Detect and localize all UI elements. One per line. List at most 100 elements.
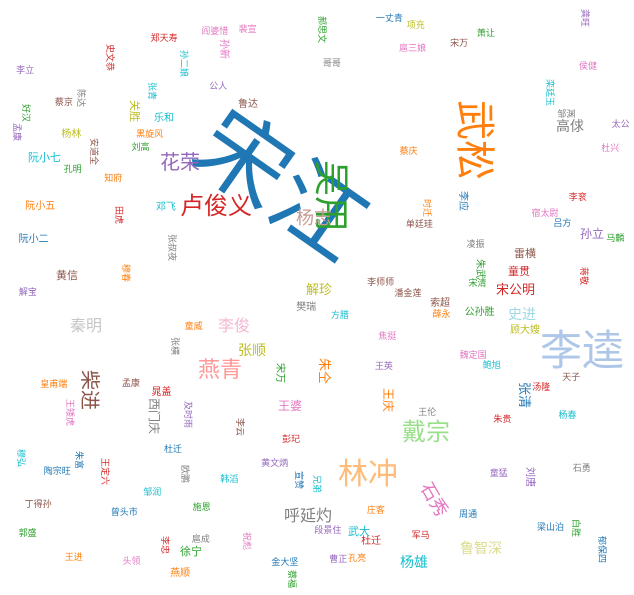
cloud-word: 朱仝 xyxy=(316,358,331,385)
cloud-word: 韩滔 xyxy=(220,475,239,486)
cloud-word: 军马 xyxy=(411,530,430,541)
cloud-word: 孙二娘 xyxy=(178,49,189,77)
cloud-word: 黄文炳 xyxy=(261,458,289,469)
cloud-word: 乐和 xyxy=(153,113,174,125)
cloud-word: 穆春 xyxy=(120,263,131,282)
cloud-word: 项充 xyxy=(406,20,425,31)
cloud-word: 宿太尉 xyxy=(531,209,559,220)
cloud-word: 宋清 xyxy=(468,278,487,289)
cloud-word: 时迁 xyxy=(421,198,432,217)
cloud-word: 杨雄 xyxy=(400,555,428,571)
cloud-word: 石秀 xyxy=(415,479,452,521)
cloud-word: 郭盛 xyxy=(18,528,37,539)
cloud-word: 王矮虎 xyxy=(64,398,75,426)
cloud-word: 李云 xyxy=(234,417,245,436)
cloud-word: 李衮 xyxy=(568,192,587,203)
cloud-word: 扈三娘 xyxy=(399,44,427,55)
cloud-word: 凌振 xyxy=(466,239,485,250)
cloud-word: 李忠 xyxy=(158,536,169,555)
cloud-word: 潘金莲 xyxy=(394,289,422,300)
cloud-word: 李俊 xyxy=(218,316,251,335)
cloud-word: 黑旋风 xyxy=(136,129,164,140)
cloud-word: 宋公明 xyxy=(496,283,536,298)
cloud-word: 及时雨 xyxy=(182,400,193,428)
cloud-word: 杜迁 xyxy=(361,536,382,548)
cloud-word: 燕顺 xyxy=(170,567,191,579)
cloud-word: 阮小五 xyxy=(25,200,56,212)
cloud-word: 曹正 xyxy=(329,554,348,565)
cloud-word: 童贯 xyxy=(508,265,530,278)
cloud-word: 李立 xyxy=(16,66,35,77)
cloud-word: 宋万 xyxy=(274,362,286,383)
cloud-word: 孙立 xyxy=(580,227,605,241)
cloud-word: 蔡庆 xyxy=(399,147,418,158)
cloud-word: 李逵 xyxy=(540,326,625,375)
cloud-word: 龚旺 xyxy=(579,9,590,28)
cloud-word: 欧鹏 xyxy=(178,465,189,484)
cloud-word: 武大 xyxy=(348,525,370,538)
cloud-word: 卢俊义 xyxy=(180,192,252,220)
cloud-word: 丁得孙 xyxy=(24,499,52,510)
cloud-word: 张清 xyxy=(516,382,531,409)
cloud-word: 蔡京 xyxy=(54,97,73,108)
cloud-word: 一丈青 xyxy=(375,14,403,25)
cloud-word: 王伦 xyxy=(418,408,437,419)
cloud-word: 柴进 xyxy=(78,370,102,410)
cloud-word: 太公 xyxy=(611,120,630,131)
cloud-word: 阎婆惜 xyxy=(201,26,229,37)
cloud-word: 郝思文 xyxy=(316,16,327,44)
cloud-word: 方腊 xyxy=(330,311,349,322)
cloud-word: 李应 xyxy=(457,190,469,211)
cloud-word: 史进 xyxy=(508,307,536,323)
cloud-word: 裴宣 xyxy=(238,24,257,35)
cloud-word: 杨志 xyxy=(296,208,332,229)
cloud-word: 安道全 xyxy=(87,138,98,166)
cloud-word: 彭玘 xyxy=(282,435,301,446)
cloud-word: 施恩 xyxy=(192,503,211,514)
cloud-word: 段景住 xyxy=(314,525,342,536)
cloud-word: 金大坚 xyxy=(271,558,299,569)
cloud-word: 天子 xyxy=(562,372,581,383)
cloud-word: 张叔夜 xyxy=(166,234,177,262)
cloud-word: 祝彪 xyxy=(240,532,251,551)
cloud-word: 王英 xyxy=(374,362,393,373)
cloud-word: 呼延灼 xyxy=(284,506,333,525)
cloud-word: 鲁智深 xyxy=(460,541,502,557)
cloud-word: 杨林 xyxy=(61,128,82,140)
cloud-word: 花荣 xyxy=(160,150,200,174)
cloud-word: 单廷珪 xyxy=(405,219,433,230)
cloud-word: 王定六 xyxy=(98,457,109,485)
cloud-word: 汤隆 xyxy=(532,382,551,393)
cloud-word: 樊瑞 xyxy=(296,302,317,314)
cloud-word: 宋万 xyxy=(450,39,469,50)
cloud-word: 高俅 xyxy=(556,119,584,135)
cloud-word: 扈成 xyxy=(191,535,210,546)
cloud-word: 吕方 xyxy=(553,218,572,229)
cloud-word: 石勇 xyxy=(572,463,591,474)
cloud-word: 白胜 xyxy=(570,518,581,537)
cloud-word: 杨春 xyxy=(558,410,577,421)
cloud-word: 公人 xyxy=(209,81,228,92)
cloud-word: 梁山泊 xyxy=(537,523,565,534)
cloud-word: 庄客 xyxy=(366,506,385,517)
cloud-word: 王婆 xyxy=(278,399,303,413)
cloud-word: 哥哥 xyxy=(322,58,341,69)
cloud-word: 孙新 xyxy=(218,39,230,60)
cloud-word: 解珍 xyxy=(306,283,333,298)
cloud-word: 鲍旭 xyxy=(482,361,501,372)
cloud-word: 周通 xyxy=(459,509,478,520)
cloud-word: 蒋敬 xyxy=(578,266,589,285)
cloud-word: 邹润 xyxy=(143,487,162,498)
cloud-word: 童猛 xyxy=(489,469,508,480)
cloud-word: 马麟 xyxy=(606,233,625,244)
cloud-word: 萧让 xyxy=(476,29,495,40)
cloud-word: 索超 xyxy=(430,297,451,309)
cloud-word: 头领 xyxy=(122,557,141,568)
cloud-word: 西门庆 xyxy=(147,398,161,435)
cloud-word: 史文恭 xyxy=(103,43,114,71)
cloud-word: 兄弟 xyxy=(310,475,321,494)
cloud-word: 魏定国 xyxy=(459,350,487,361)
cloud-word: 徐宁 xyxy=(180,545,202,558)
cloud-word: 孔亮 xyxy=(348,554,367,565)
